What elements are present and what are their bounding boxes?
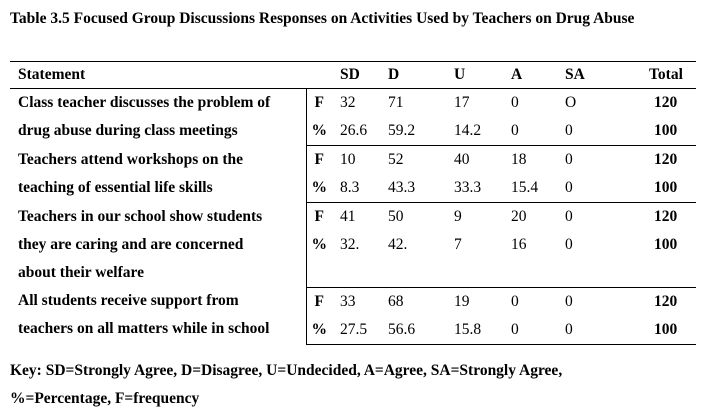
cell-total: 120 — [654, 151, 678, 168]
frequency-label: F — [305, 287, 332, 316]
percentage-label: % — [305, 315, 332, 345]
cell-sd: 8.3 — [332, 174, 380, 203]
statement-line: All students receive support from — [18, 292, 239, 309]
cell-d: 52 — [388, 151, 404, 168]
percentage-label: % — [305, 117, 332, 146]
cell-sd: 27.5 — [332, 315, 380, 345]
cell-sd: 10 — [340, 151, 356, 168]
cell-u: 7 — [438, 231, 496, 288]
cell-d: 43.3 — [380, 174, 438, 203]
statement-cell: Teachers in our school show students they… — [10, 203, 306, 288]
cell-total: 100 — [604, 231, 696, 288]
header-a: A — [496, 61, 548, 89]
table-row: Class teacher discusses the problem of dr… — [10, 88, 696, 139]
cell-u: 14.2 — [438, 117, 496, 146]
header-d: D — [380, 61, 438, 89]
cell-sd: 41 — [340, 208, 356, 225]
statement-line: drug abuse during class meetings — [18, 122, 238, 139]
cell-d: 56.6 — [380, 315, 438, 345]
header-u: U — [438, 61, 496, 89]
cell-u: 19 — [454, 292, 470, 310]
cell-a: 0 — [496, 315, 548, 345]
cell-a: 16 — [496, 231, 548, 288]
table-row: % 32. 42. 7 16 0 100 — [10, 231, 696, 288]
frequency-label: F — [305, 145, 332, 174]
header-statement: Statement — [10, 61, 306, 89]
table-row: % 26.6 59.2 14.2 0 0 100 — [10, 117, 696, 146]
table-row: % 27.5 56.6 15.8 0 0 100 — [10, 315, 696, 345]
table-header-row: Statement SD D U A SA Total — [10, 61, 696, 89]
percentage-label: % — [305, 231, 332, 288]
statement-line: Teachers in our school show students — [18, 207, 263, 225]
cell-sa: 0 — [548, 315, 604, 345]
cell-sa: 0 — [548, 174, 604, 203]
cell-sd: 32. — [332, 231, 380, 288]
table-row: Teachers attend workshops on the teaching… — [10, 145, 696, 196]
key-line: %=Percentage, F=frequency — [10, 390, 200, 407]
cell-sd: 26.6 — [332, 117, 380, 146]
cell-sa: 0 — [565, 292, 573, 310]
header-sd: SD — [332, 61, 380, 89]
table-row: Teachers in our school show students they… — [10, 202, 696, 281]
cell-a: 18 — [511, 151, 527, 168]
table-key: Key: SD=Strongly Agree, D=Disagree, U=Un… — [10, 357, 690, 413]
cell-u: 40 — [454, 151, 470, 168]
statement-line: teachers on all matters while in school — [18, 320, 270, 337]
table-title: Table 3.5 Focused Group Discussions Resp… — [10, 10, 635, 27]
cell-sd: 33 — [340, 292, 356, 310]
statement-line: Class teacher discusses the problem of — [18, 94, 271, 111]
statement-line: they are caring and are concerned — [18, 235, 244, 253]
cell-sa: 0 — [548, 231, 604, 288]
cell-a: 0 — [511, 94, 519, 111]
statement-line: teaching of essential life skills — [18, 178, 213, 196]
cell-a: 15.4 — [496, 174, 548, 203]
cell-d: 71 — [388, 94, 404, 111]
cell-sd: 32 — [340, 94, 356, 111]
cell-a: 0 — [511, 292, 519, 310]
header-total: Total — [604, 61, 696, 89]
statement-line: about their welfare — [18, 263, 144, 281]
header-sa: SA — [548, 61, 604, 89]
cell-sa: 0 — [548, 117, 604, 146]
cell-d: 50 — [388, 208, 404, 225]
cell-d: 59.2 — [380, 117, 438, 146]
header-fp — [306, 61, 332, 89]
cell-total: 100 — [604, 117, 696, 146]
frequency-label: F — [305, 202, 332, 231]
table-row: All students receive support from teacher… — [10, 287, 696, 337]
cell-a: 20 — [511, 208, 527, 225]
cell-sa: O — [565, 94, 577, 111]
cell-u: 9 — [454, 208, 462, 225]
cell-total: 120 — [654, 94, 678, 111]
key-line: Key: SD=Strongly Agree, D=Disagree, U=Un… — [10, 362, 563, 379]
statement-line: Teachers attend workshops on the — [18, 150, 244, 168]
statement-cell: All students receive support from teacher… — [10, 287, 306, 344]
cell-total: 100 — [604, 315, 696, 345]
cell-sa: 0 — [565, 151, 573, 168]
percentage-label: % — [305, 174, 332, 203]
cell-d: 42. — [380, 231, 438, 288]
cell-u: 33.3 — [438, 174, 496, 203]
cell-u: 17 — [454, 94, 470, 111]
cell-sa: 0 — [565, 208, 573, 225]
table-row: % 8.3 43.3 33.3 15.4 0 100 — [10, 174, 696, 203]
statement-cell: Class teacher discusses the problem of dr… — [10, 89, 306, 146]
cell-total: 100 — [604, 174, 696, 203]
cell-d: 68 — [388, 292, 404, 310]
cell-total: 120 — [654, 292, 678, 310]
frequency-label: F — [305, 88, 332, 117]
statement-cell: Teachers attend workshops on the teaching… — [10, 146, 306, 203]
cell-a: 0 — [496, 117, 548, 146]
responses-table: Statement SD D U A SA Total Class teache… — [10, 61, 696, 345]
cell-u: 15.8 — [438, 315, 496, 345]
cell-total: 120 — [654, 208, 678, 225]
